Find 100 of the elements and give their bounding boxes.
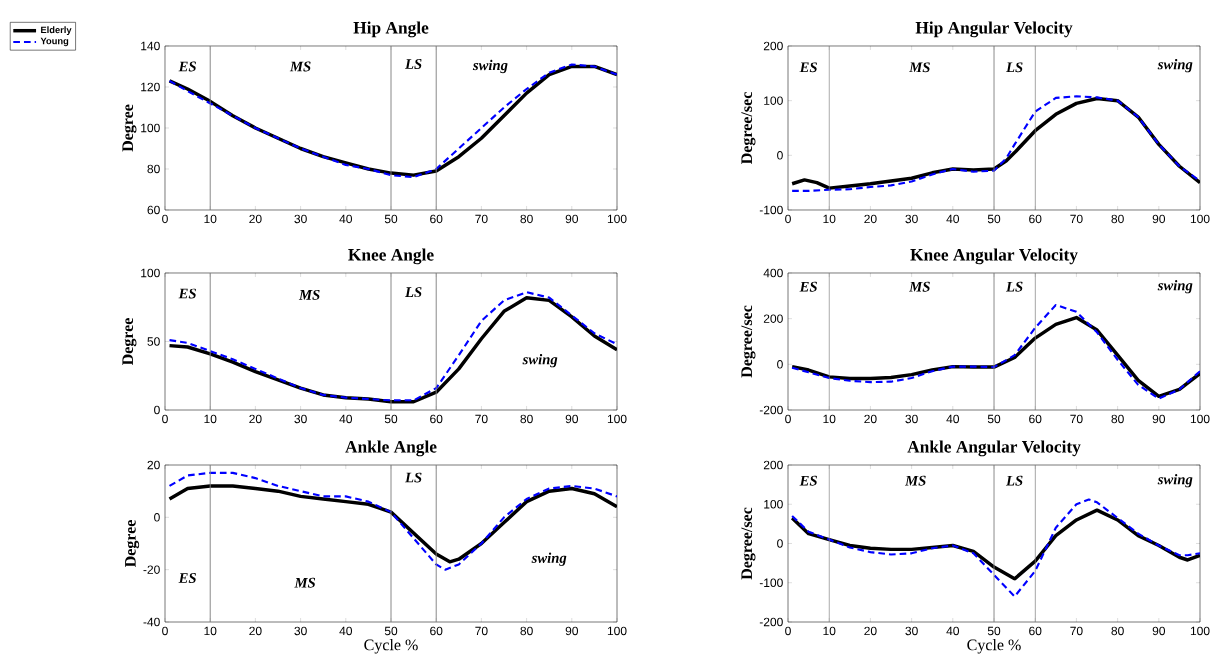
annotation: ES (178, 573, 196, 583)
x-tick-label: 90 (565, 626, 579, 636)
x-tick-label: 60 (430, 626, 443, 636)
x-tick-label: 0 (162, 414, 168, 424)
x-tick-label: 50 (987, 214, 1001, 224)
annotation: MS (909, 62, 930, 73)
x-tick-label: 50 (987, 626, 1001, 636)
y-axis-title: Degree (125, 520, 140, 568)
annotation: swing (1157, 474, 1193, 488)
x-tick-label: 60 (430, 214, 443, 224)
x-tick-label: 100 (1190, 214, 1210, 224)
y-tick-label: 0 (777, 360, 783, 369)
x-tick-label: 80 (520, 626, 533, 636)
x-tick-label: 70 (475, 414, 488, 424)
x-tick-label: 0 (162, 626, 168, 636)
chart-title: Hip Angle (353, 21, 429, 38)
y-tick-label: 100 (141, 123, 160, 133)
y-axis-title: Degree/sec (741, 92, 756, 164)
y-tick-label: -100 (759, 205, 783, 215)
x-tick-label: 80 (1111, 414, 1124, 424)
y-tick-label: -200 (759, 405, 783, 415)
x-tick-label: 100 (1190, 626, 1210, 636)
chart-title: Knee Angle (348, 248, 434, 265)
x-tick-label: 90 (565, 414, 579, 424)
chart-title: Ankle Angular Velocity (907, 440, 1081, 457)
x-tick-label: 40 (946, 414, 960, 424)
y-tick-label: 0 (777, 151, 783, 160)
x-tick-label: 20 (249, 414, 262, 424)
legend-label: Young (40, 37, 69, 47)
annotation: LS (1005, 62, 1023, 73)
y-tick-label: 100 (141, 268, 160, 278)
x-tick-label: 80 (1111, 214, 1124, 224)
x-tick-label: 60 (1029, 414, 1042, 424)
x-tick-label: 20 (249, 214, 262, 224)
annotation: swing (1157, 280, 1193, 294)
annotation: MS (289, 61, 311, 72)
y-tick-label: 0 (154, 405, 160, 415)
annotation: MS (294, 577, 316, 588)
x-tick-label: 100 (1190, 414, 1210, 424)
y-tick-label: 0 (154, 513, 160, 522)
x-tick-label: 20 (249, 626, 262, 636)
y-tick-label: 100 (764, 96, 783, 105)
x-tick-label: 50 (384, 214, 398, 224)
x-tick-label: 100 (607, 414, 627, 424)
chart-title: Hip Angular Velocity (915, 21, 1073, 38)
x-tick-label: 30 (905, 214, 918, 224)
x-tick-label: 40 (339, 626, 353, 636)
x-tick-label: 50 (384, 414, 398, 424)
x-tick-label: 10 (823, 214, 836, 224)
x-tick-label: 30 (905, 626, 918, 636)
y-tick-label: 140 (141, 41, 160, 51)
annotation: MS (904, 475, 926, 486)
x-tick-label: 40 (946, 626, 960, 636)
annotation: ES (178, 288, 196, 299)
x-tick-label: 10 (823, 626, 836, 636)
x-tick-label: 20 (864, 414, 877, 424)
y-tick-label: 400 (763, 268, 783, 278)
x-tick-label: 60 (1029, 214, 1042, 224)
x-tick-label: 0 (785, 414, 791, 424)
y-tick-label: -20 (143, 565, 160, 574)
x-tick-label: 20 (864, 214, 877, 224)
x-tick-label: 40 (946, 214, 960, 224)
annotation: ES (178, 61, 196, 72)
x-tick-label: 30 (294, 414, 307, 424)
x-tick-label: 70 (475, 214, 488, 224)
annotation: swing (472, 59, 508, 74)
y-tick-label: 80 (147, 164, 160, 174)
x-tick-label: 20 (864, 626, 877, 636)
x-tick-label: 70 (475, 626, 488, 636)
annotation: ES (799, 62, 817, 73)
x-tick-label: 80 (520, 414, 533, 424)
annotation: swing (531, 552, 567, 566)
y-axis-title: Degree (122, 318, 137, 366)
y-axis-title: Degree/sec (741, 305, 756, 378)
y-tick-label: 120 (141, 82, 160, 92)
x-tick-label: 10 (823, 414, 836, 424)
x-axis-title: Cycle % (364, 639, 418, 654)
x-tick-label: 50 (384, 626, 398, 636)
y-tick-label: 50 (147, 337, 160, 346)
x-tick-label: 10 (204, 626, 217, 636)
x-tick-label: 90 (1152, 414, 1166, 424)
annotation: LS (404, 59, 422, 69)
annotation: MS (298, 290, 320, 300)
y-tick-label: 200 (763, 460, 783, 470)
y-tick-label: -200 (759, 617, 783, 627)
legend-label: Elderly (41, 26, 72, 36)
x-tick-label: 100 (607, 214, 627, 224)
x-tick-label: 30 (294, 626, 307, 636)
y-tick-label: 60 (147, 205, 160, 215)
y-tick-label: 100 (764, 500, 783, 509)
x-tick-label: 100 (607, 626, 627, 636)
y-axis-title: Degree (122, 104, 137, 152)
annotation: LS (404, 287, 422, 298)
chart-title: Ankle Angle (345, 440, 437, 457)
x-tick-label: 90 (1152, 214, 1166, 224)
annotation: ES (799, 281, 817, 292)
x-tick-label: 0 (162, 214, 168, 224)
y-tick-label: -100 (759, 578, 783, 588)
y-tick-label: 200 (763, 314, 783, 323)
x-tick-label: 70 (1070, 214, 1083, 224)
